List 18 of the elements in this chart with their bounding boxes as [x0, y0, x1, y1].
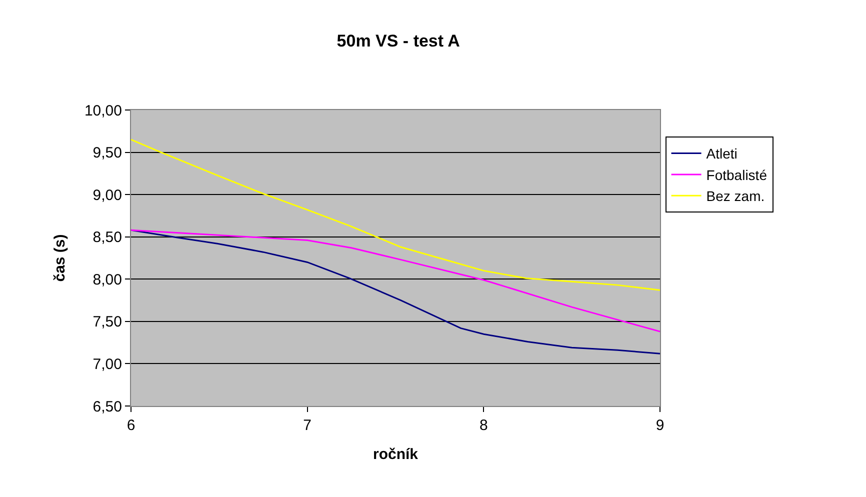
x-axis-title: ročník	[372, 446, 419, 463]
y-tick-label: 8,00	[92, 271, 122, 288]
x-tick-label: 6	[126, 417, 136, 434]
y-tick-label: 10,00	[84, 102, 122, 120]
x-tick-label: 7	[303, 417, 312, 434]
y-tick-label: 9,50	[92, 144, 122, 162]
legend-label: Fotbalisté	[706, 166, 768, 183]
y-tick-label: 9,00	[92, 186, 122, 204]
legend-label: Bez zam.	[706, 188, 765, 204]
y-tick-label: 8,50	[92, 229, 122, 246]
legend-label: Atleti	[706, 146, 738, 162]
x-tick-label: 9	[656, 417, 664, 434]
y-tick-label: 6,50	[92, 398, 122, 416]
chart-title: 50m VS - test A	[336, 32, 460, 51]
y-axis-title: čas (s)	[52, 234, 69, 282]
x-tick-label: 8	[480, 417, 488, 434]
y-tick-label: 7,50	[92, 314, 122, 331]
y-tick-label: 7,00	[92, 356, 122, 373]
